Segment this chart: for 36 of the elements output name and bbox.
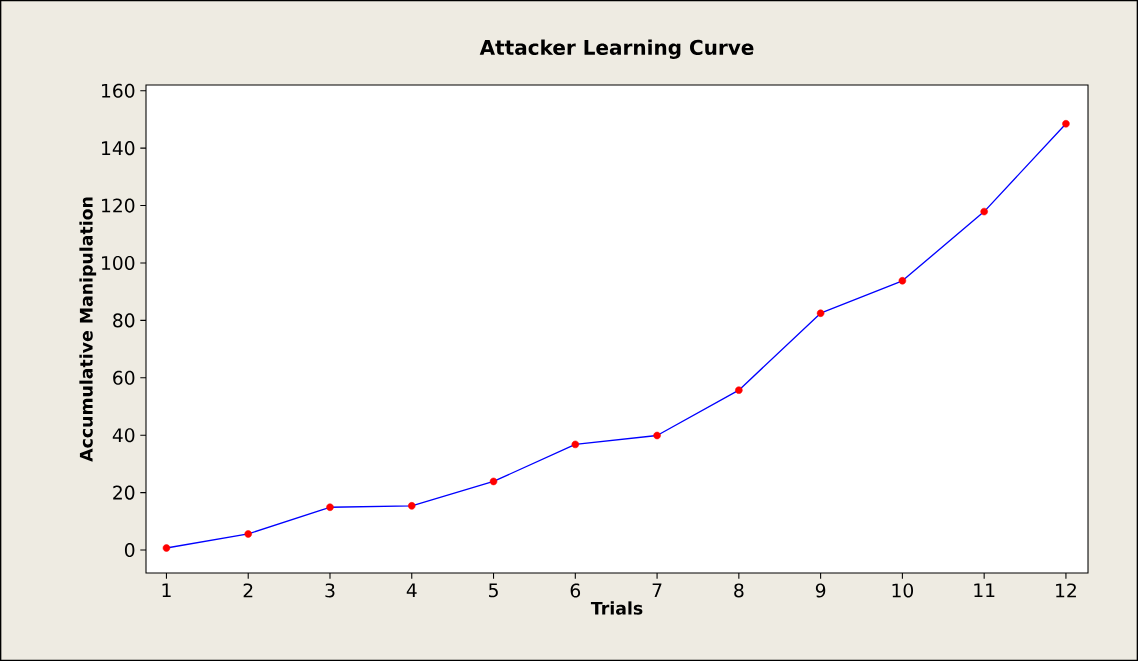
y-tick-label: 0 [124,542,135,558]
y-tick-label: 160 [102,83,135,98]
y-axis-title: Accumulative Manipulation [79,197,97,462]
point [1062,120,1070,128]
x-tick-label: 1 [162,583,171,598]
chart-title: Attacker Learning Curve [479,39,754,59]
x-tick-label: 3 [325,583,335,598]
x-tick-label: 5 [489,583,498,598]
point [980,207,988,216]
y-tick-label: 60 [113,370,135,385]
point [244,530,252,538]
y-tick-label: 80 [113,313,135,328]
x-axis-title: Trials [590,601,643,615]
y-tick-label: 140 [102,141,135,156]
y-tick-label: 120 [102,198,135,213]
x-tick-label: 8 [734,583,744,598]
point [326,503,334,511]
y-tick-label: 100 [102,255,135,271]
point [162,544,171,552]
point [571,440,580,449]
point [489,477,498,486]
point [408,502,416,510]
x-tick-label: 9 [815,583,826,598]
point [735,386,743,394]
point [816,309,825,317]
x-tick-label: 4 [406,583,417,598]
y-tick-label: 40 [112,428,135,443]
x-tick-label: 10 [892,583,914,598]
x-tick-label: 11 [974,583,995,598]
x-tick-label: 6 [570,583,581,598]
x-tick-label: 12 [1056,583,1076,598]
x-tick-label: 2 [243,583,253,598]
point [653,431,661,440]
x-tick-label: 7 [652,583,662,598]
point [898,277,907,285]
y-tick-label: 20 [113,485,135,500]
